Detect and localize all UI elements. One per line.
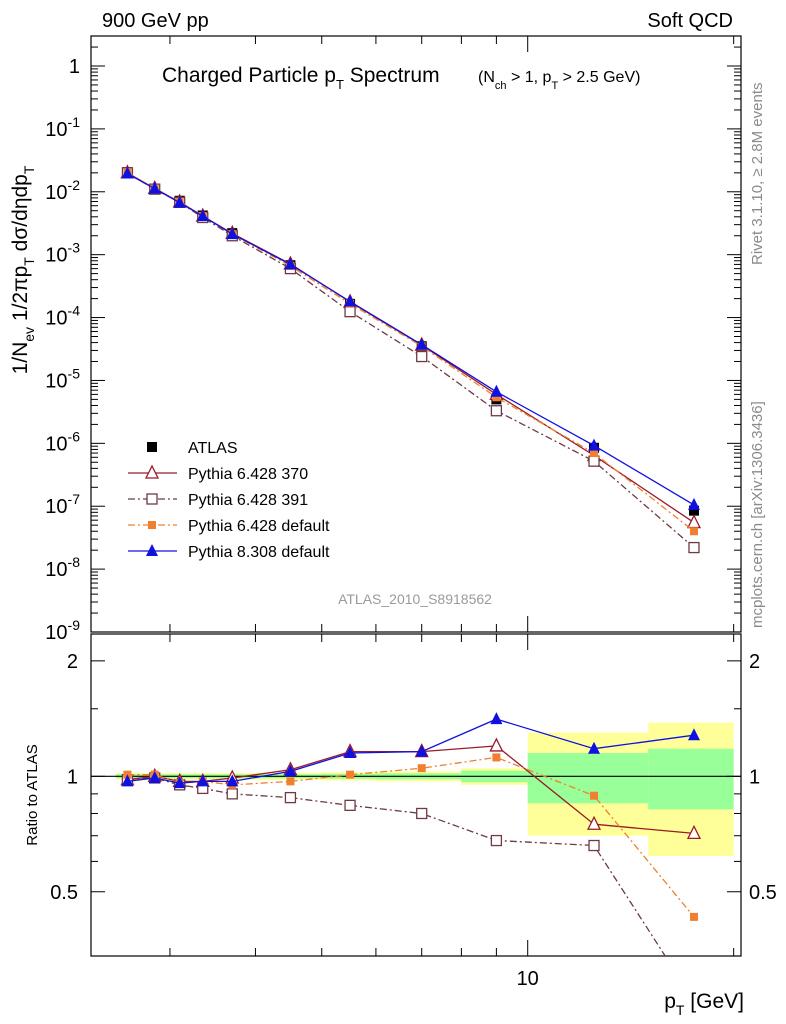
legend-label: Pythia 6.428 370: [188, 466, 308, 483]
ratio-series-line: [127, 756, 695, 918]
main-data-point: [344, 294, 357, 307]
legend-label: Pythia 8.308 default: [188, 544, 330, 561]
ratio-data-point: [490, 712, 503, 725]
main-data-point: [148, 181, 161, 194]
ratio-y-axis-label: Ratio to ATLAS: [24, 744, 41, 845]
main-data-point: [416, 350, 428, 363]
ratio-y-tick-label-right: 2: [749, 651, 760, 673]
legend-label: Pythia 6.428 default: [188, 518, 330, 535]
rivet-label: Rivet 3.1.10, ≥ 2.8M events: [749, 83, 766, 266]
main-data-point: [588, 438, 601, 451]
ratio-data-point: [284, 791, 297, 804]
ratio-data-point: [586, 815, 602, 830]
stat-uncertainty-band: [527, 753, 649, 804]
ratio-data-point: [286, 777, 295, 786]
ratio-data-point: [415, 744, 428, 757]
legend: ATLAS Pythia 6.428 370 Pythia 6.428 391 Pyt…: [128, 440, 330, 561]
legend-label: Pythia 6.428 391: [188, 492, 308, 509]
main-panel: Charged Particle pT Spectrum (Nch > 1, pT…: [9, 35, 742, 644]
ratio-data-point: [687, 728, 700, 741]
ratio-data-point: [492, 753, 501, 762]
main-data-point: [490, 405, 503, 417]
header-right: Soft QCD: [647, 10, 733, 32]
rivet-text: Rivet 3.1.10, ≥ 2.8M events: [749, 83, 766, 266]
ratio-panel: 0.5 0.5 1 1 2 2 10 Ratio to ATLAS pT [GeV]: [24, 633, 777, 1018]
ratio-series-3: [121, 712, 700, 789]
ratio-data-point: [588, 741, 601, 754]
legend-marker: [148, 521, 156, 529]
main-data-point: [492, 393, 501, 402]
ratio-data-point: [588, 839, 600, 852]
y-tick-label: 10-4: [45, 303, 80, 330]
ratio-data-point: [196, 774, 209, 787]
ratio-data-point: [686, 824, 702, 840]
ratio-y-tick-label-right: 1: [749, 766, 760, 788]
ratio-data-point: [590, 791, 599, 800]
main-data-point: [490, 384, 503, 397]
main-data-point: [121, 166, 134, 179]
main-data-point: [344, 306, 356, 318]
main-data-point: [284, 257, 297, 270]
main-data-point: [688, 505, 699, 516]
main-series-4: [121, 166, 700, 510]
ratio-data-point: [489, 737, 504, 752]
analysis-id: ATLAS_2010_S8918562: [338, 591, 492, 607]
ratio-data-point: [284, 764, 297, 777]
y-tick-label: 10-8: [45, 554, 80, 581]
ratio-series-line: [127, 777, 666, 956]
ratio-data-point: [226, 774, 239, 787]
main-data-point: [588, 455, 600, 467]
legend-label: ATLAS: [188, 440, 238, 457]
ratio-data-point: [173, 776, 186, 789]
ratio-data-point: [346, 770, 355, 779]
ratio-data-point: [121, 774, 134, 787]
ratio-y-tick-label: 2: [67, 651, 78, 673]
main-data-point: [590, 449, 599, 458]
main-data-point: [415, 337, 428, 350]
header-left: 900 GeV pp: [102, 10, 209, 32]
ratio-data-point: [226, 788, 238, 800]
legend-marker: [146, 544, 158, 556]
main-data-point: [173, 195, 186, 208]
main-frame-border: [90, 35, 742, 633]
chart-subtitle: (Nch > 1, pT > 2.5 GeV): [478, 69, 640, 92]
ratio-data-point: [148, 770, 161, 783]
ratio-frame-border: [90, 633, 742, 957]
ratio-data-point: [416, 807, 428, 820]
x-tick-label: 10: [517, 968, 539, 990]
main-data-point: [196, 209, 209, 222]
mcplots-text: mcplots.cern.ch [arXiv:1306.3436]: [749, 401, 766, 628]
y-tick-label: 10-5: [45, 365, 80, 392]
ratio-data-point: [344, 746, 357, 759]
ratio-data-point: [344, 799, 356, 812]
x-axis-label: pT [GeV]: [664, 990, 744, 1018]
ratio-data-point: [689, 912, 698, 921]
chart-title: Charged Particle pT Spectrum: [162, 64, 440, 92]
y-tick-label: 1: [69, 56, 80, 78]
y-tick-label: 10-2: [45, 177, 80, 204]
ratio-data-point: [417, 764, 426, 773]
legend-marker: [147, 442, 157, 452]
stat-uncertainty-band: [648, 748, 734, 810]
legend-marker: [144, 464, 160, 479]
main-data-point: [226, 227, 239, 240]
ratio-y-tick-label-right: 0.5: [749, 882, 777, 904]
main-data-point: [686, 514, 702, 529]
y-tick-label: 10-9: [45, 617, 80, 644]
mcplots-label: mcplots.cern.ch [arXiv:1306.3436]: [749, 401, 766, 628]
y-tick-label: 10-6: [45, 428, 80, 455]
ratio-data-point: [490, 834, 503, 847]
ratio-y-tick-label: 0.5: [50, 882, 78, 904]
y-tick-label: 10-1: [45, 114, 80, 141]
main-data-point: [689, 527, 698, 536]
main-data-point: [687, 497, 700, 510]
legend-marker: [146, 493, 158, 505]
main-data-point: [688, 541, 700, 554]
y-axis-label: 1/Nev 1/2πpT dσ/dηdpT: [9, 165, 37, 374]
y-tick-label: 10-3: [45, 240, 80, 267]
ratio-y-tick-label: 1: [67, 766, 78, 788]
y-tick-label: 10-7: [45, 491, 80, 518]
